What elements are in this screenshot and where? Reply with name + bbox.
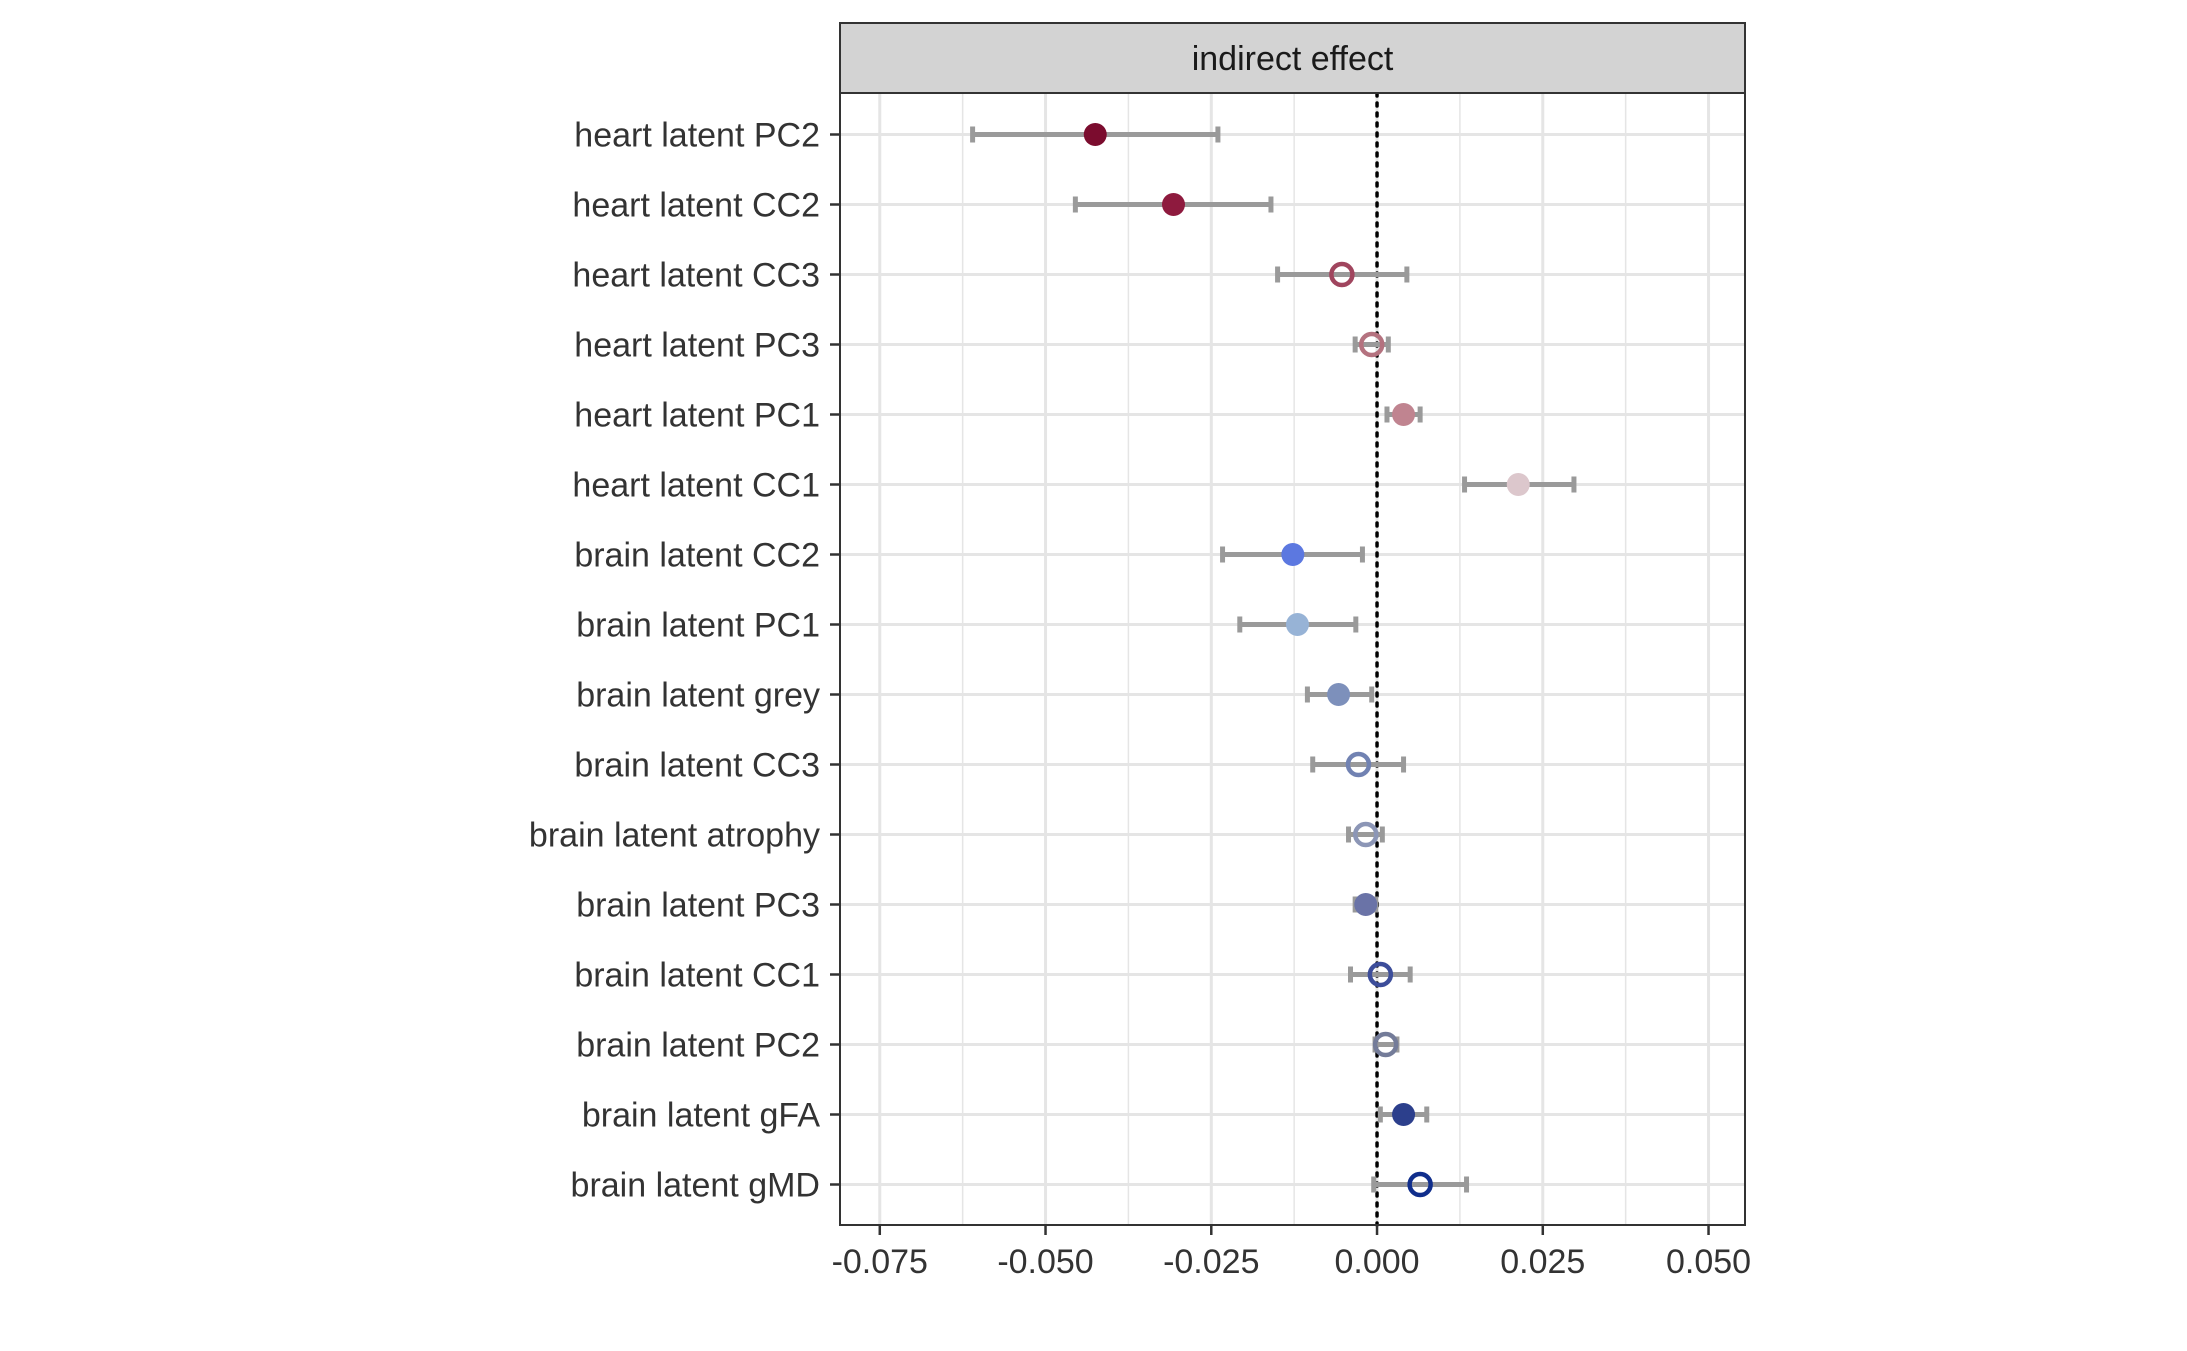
x-tick-label: 0.050 [1666, 1243, 1751, 1281]
y-axis: heart latent PC2 heart latent CC2 heart la… [529, 117, 840, 1205]
y-tick-label: heart latent PC2 [574, 117, 820, 155]
row-estimate [1352, 893, 1379, 916]
row-estimate [1462, 473, 1577, 496]
row-estimate [1371, 1171, 1470, 1198]
point-estimate-filled [1281, 543, 1305, 566]
facet-strip: indirect effect [839, 22, 1746, 94]
point-estimate-filled [1506, 473, 1530, 496]
y-tick-label: brain latent CC2 [574, 537, 820, 575]
point-estimate-filled [1354, 893, 1378, 916]
y-tick-label: brain latent PC1 [576, 607, 820, 645]
marks [970, 123, 1577, 1198]
point-estimate-hollow [1407, 1171, 1433, 1198]
point-estimate-filled [1083, 123, 1107, 146]
row-estimate [1346, 821, 1385, 848]
point-estimate-filled [1161, 193, 1185, 216]
y-tick-label: heart latent PC3 [574, 327, 820, 365]
y-tick-label: heart latent PC1 [574, 397, 820, 435]
row-estimate [1220, 543, 1365, 566]
facet-strip-background [839, 22, 1746, 94]
y-tick-label: heart latent CC2 [572, 187, 820, 225]
y-tick-label: heart latent CC1 [572, 467, 820, 505]
facet-title: indirect effect [1192, 40, 1394, 78]
point-estimate-filled [1285, 613, 1309, 636]
y-tick-label: brain latent PC2 [576, 1027, 820, 1065]
x-axis: -0.075 -0.050 -0.025 0.000 0.025 0.050 [832, 1225, 1751, 1281]
x-tick-label: -0.025 [1163, 1243, 1259, 1281]
y-tick-label: heart latent CC3 [572, 257, 820, 295]
y-tick-label: brain latent CC1 [574, 957, 820, 995]
row-estimate [1310, 751, 1407, 778]
row-estimate [1304, 683, 1375, 706]
row-estimate [1237, 613, 1359, 636]
x-tick-label: -0.075 [832, 1243, 928, 1281]
point-estimate-hollow [1329, 261, 1355, 288]
x-tick-label: 0.000 [1334, 1243, 1419, 1281]
point-estimate-hollow [1358, 331, 1385, 358]
point-estimate-hollow [1345, 751, 1372, 778]
y-tick-label: brain latent gFA [582, 1097, 820, 1135]
row-estimate [1072, 193, 1274, 216]
y-tick-label: brain latent PC3 [576, 887, 820, 925]
row-estimate [1372, 1031, 1400, 1058]
row-estimate [1352, 331, 1391, 358]
point-estimate-hollow [1353, 821, 1379, 848]
row-estimate [1384, 403, 1423, 426]
row-estimate [1275, 261, 1410, 288]
row-estimate [1377, 1103, 1430, 1126]
x-tick-label: 0.025 [1500, 1243, 1585, 1281]
y-tick-label: brain latent atrophy [529, 817, 820, 855]
row-estimate [970, 123, 1221, 146]
y-tick-label: brain latent grey [576, 677, 820, 715]
point-estimate-hollow [1372, 1031, 1399, 1058]
y-tick-label: brain latent gMD [571, 1167, 820, 1205]
y-tick-label: brain latent CC3 [574, 747, 820, 785]
point-estimate-filled [1392, 1103, 1416, 1126]
point-estimate-hollow [1367, 961, 1394, 988]
x-tick-label: -0.050 [997, 1243, 1093, 1281]
row-estimate [1348, 961, 1413, 988]
point-estimate-filled [1327, 683, 1351, 706]
point-estimate-filled [1392, 403, 1416, 426]
